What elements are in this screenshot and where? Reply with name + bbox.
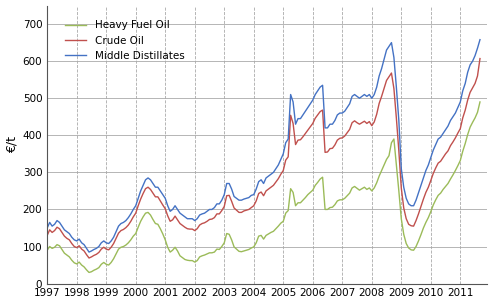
Middle Distillates	[86, 250, 92, 254]
Middle Distillates	[312, 93, 318, 96]
Middle Distillates	[184, 217, 190, 220]
Crude Oil	[170, 218, 176, 222]
Heavy Fuel Oil	[184, 258, 190, 262]
Middle Distillates	[361, 93, 367, 96]
Heavy Fuel Oil	[44, 248, 50, 252]
Heavy Fuel Oil	[86, 271, 92, 274]
Middle Distillates	[44, 226, 50, 230]
Middle Distillates	[170, 208, 176, 211]
Crude Oil	[477, 57, 483, 60]
Legend: Heavy Fuel Oil, Crude Oil, Middle Distillates: Heavy Fuel Oil, Crude Oil, Middle Distil…	[61, 16, 188, 65]
Line: Heavy Fuel Oil: Heavy Fuel Oil	[47, 102, 480, 272]
Crude Oil	[361, 119, 367, 123]
Crude Oil	[302, 132, 308, 135]
Line: Middle Distillates: Middle Distillates	[47, 40, 480, 252]
Middle Distillates	[416, 191, 422, 195]
Heavy Fuel Oil	[302, 196, 308, 199]
Heavy Fuel Oil	[312, 184, 318, 187]
Middle Distillates	[302, 109, 308, 113]
Crude Oil	[44, 233, 50, 237]
Heavy Fuel Oil	[416, 239, 422, 243]
Heavy Fuel Oil	[361, 185, 367, 189]
Heavy Fuel Oil	[170, 248, 176, 252]
Crude Oil	[184, 227, 190, 230]
Crude Oil	[312, 116, 318, 120]
Middle Distillates	[477, 38, 483, 41]
Crude Oil	[416, 212, 422, 216]
Line: Crude Oil: Crude Oil	[47, 59, 480, 258]
Y-axis label: €/t: €/t	[5, 136, 19, 153]
Crude Oil	[86, 256, 92, 260]
Heavy Fuel Oil	[477, 100, 483, 104]
